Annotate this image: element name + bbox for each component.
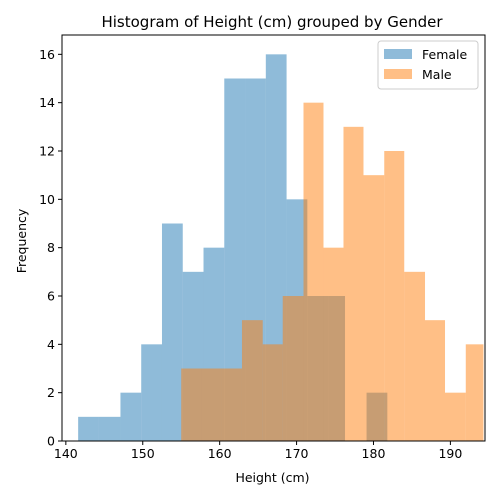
bar-female-2 — [120, 392, 142, 441]
bar-male-5 — [282, 296, 304, 441]
y-tick-label: 16 — [39, 47, 55, 62]
bar-male-13 — [445, 392, 466, 441]
y-tick-label: 14 — [39, 95, 55, 110]
legend-label-female: Female — [422, 47, 468, 62]
bars-layer — [78, 54, 484, 442]
series-male — [181, 102, 484, 442]
bar-male-4 — [262, 344, 283, 441]
bar-male-6 — [303, 102, 324, 442]
bar-female-1 — [98, 416, 121, 441]
x-tick-label: 170 — [285, 446, 309, 461]
x-tick-label: 160 — [208, 446, 232, 461]
x-tick-label: 140 — [54, 446, 78, 461]
legend-label-male: Male — [422, 67, 452, 82]
legend-swatch-female — [384, 49, 412, 59]
bar-male-9 — [363, 175, 385, 441]
bar-female-9 — [265, 54, 287, 441]
y-tick-label: 4 — [47, 337, 55, 352]
legend-swatch-male — [384, 69, 412, 79]
y-tick-label: 10 — [39, 192, 55, 207]
bar-female-7 — [224, 78, 246, 441]
bar-female-0 — [78, 416, 99, 441]
y-axis-label: Frequency — [14, 208, 29, 273]
y-tick-label: 12 — [39, 144, 55, 159]
x-axis-label: Height (cm) — [235, 470, 309, 485]
y-axis: 0 2 4 6 8 10 12 14 16 — [39, 47, 62, 449]
bar-female-4 — [161, 223, 183, 441]
bar-male-0 — [181, 368, 202, 441]
bar-female-3 — [141, 344, 162, 441]
y-tick-label: 2 — [47, 385, 55, 400]
x-tick-label: 150 — [131, 446, 155, 461]
bar-male-2 — [221, 368, 242, 441]
bar-male-14 — [465, 344, 484, 441]
x-tick-label: 180 — [362, 446, 386, 461]
x-axis: 140 150 160 170 180 190 — [54, 441, 462, 461]
plot-frame — [61, 34, 486, 442]
bar-male-1 — [201, 368, 222, 441]
plot-area — [61, 34, 486, 442]
y-tick-label: 0 — [47, 434, 55, 449]
bar-male-11 — [404, 271, 426, 441]
x-tick-label: 190 — [438, 446, 462, 461]
chart-title: Histogram of Height (cm) grouped by Gend… — [101, 13, 443, 31]
bar-male-7 — [323, 247, 344, 441]
bar-male-8 — [343, 126, 364, 441]
bar-male-10 — [384, 151, 405, 441]
y-tick-label: 8 — [47, 240, 55, 255]
bar-male-3 — [241, 320, 263, 441]
legend: Female Male — [377, 40, 479, 90]
bar-male-12 — [425, 320, 446, 441]
y-tick-label: 6 — [47, 289, 55, 304]
